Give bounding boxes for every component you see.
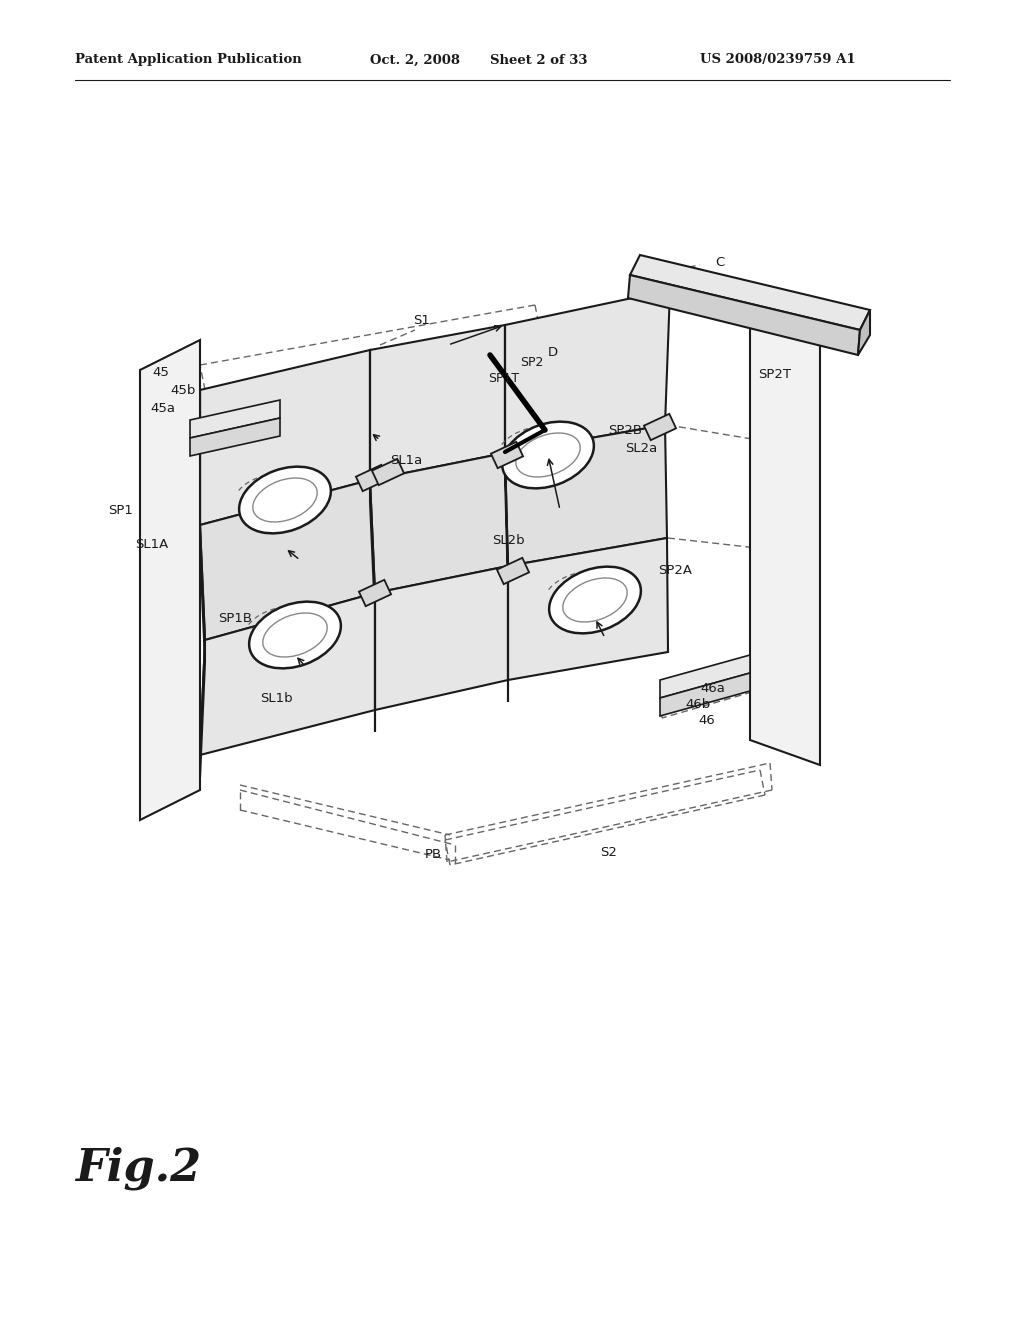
Text: SL1b: SL1b [260, 692, 293, 705]
Polygon shape [490, 442, 523, 469]
Text: SL2a: SL2a [625, 441, 657, 454]
Polygon shape [660, 655, 750, 698]
Text: SP1T: SP1T [488, 371, 519, 384]
Ellipse shape [563, 578, 628, 622]
Polygon shape [375, 566, 508, 710]
Text: 45b: 45b [170, 384, 196, 396]
Ellipse shape [249, 602, 341, 668]
Polygon shape [505, 453, 508, 587]
Text: SP1: SP1 [108, 503, 133, 516]
Ellipse shape [502, 421, 594, 488]
Polygon shape [190, 400, 280, 438]
Polygon shape [644, 414, 676, 440]
Polygon shape [200, 350, 370, 525]
Ellipse shape [549, 566, 641, 634]
Polygon shape [508, 539, 668, 680]
Text: 46a: 46a [700, 681, 725, 694]
Polygon shape [356, 465, 388, 491]
Text: SP2T: SP2T [758, 368, 791, 381]
Polygon shape [140, 341, 200, 820]
Ellipse shape [263, 612, 328, 657]
Text: SP2A: SP2A [658, 564, 692, 577]
Polygon shape [200, 525, 205, 663]
Ellipse shape [240, 467, 331, 533]
Polygon shape [370, 325, 505, 480]
Polygon shape [372, 459, 404, 486]
Polygon shape [858, 310, 870, 355]
Polygon shape [505, 290, 670, 453]
Polygon shape [750, 305, 820, 766]
Polygon shape [200, 640, 205, 777]
Polygon shape [630, 255, 870, 330]
Polygon shape [628, 275, 860, 355]
Text: SL2b: SL2b [492, 533, 524, 546]
Ellipse shape [516, 433, 581, 477]
Polygon shape [370, 480, 375, 615]
Text: 45: 45 [152, 366, 169, 379]
Text: Fig.2: Fig.2 [75, 1146, 201, 1189]
Polygon shape [200, 480, 375, 640]
Polygon shape [190, 418, 280, 455]
Text: SL1a: SL1a [390, 454, 422, 466]
Text: PB: PB [425, 849, 442, 862]
Text: Sheet 2 of 33: Sheet 2 of 33 [490, 54, 588, 66]
Text: 46: 46 [698, 714, 715, 726]
Text: S2: S2 [600, 846, 616, 858]
Text: S1: S1 [413, 314, 430, 326]
Text: Oct. 2, 2008: Oct. 2, 2008 [370, 54, 460, 66]
Text: SP2B: SP2B [608, 424, 642, 437]
Ellipse shape [253, 478, 317, 521]
Polygon shape [497, 558, 529, 585]
Text: Patent Application Publication: Patent Application Publication [75, 54, 302, 66]
Text: SP2: SP2 [520, 356, 544, 370]
Polygon shape [505, 425, 667, 566]
Polygon shape [200, 593, 375, 755]
Text: SP1B: SP1B [218, 611, 252, 624]
Text: C: C [715, 256, 724, 268]
Text: 46b: 46b [685, 698, 711, 711]
Polygon shape [370, 453, 508, 593]
Polygon shape [660, 673, 750, 715]
Text: SL1A: SL1A [135, 539, 168, 552]
Text: US 2008/0239759 A1: US 2008/0239759 A1 [700, 54, 856, 66]
Text: D: D [548, 346, 558, 359]
Polygon shape [359, 579, 391, 606]
Text: 45a: 45a [150, 401, 175, 414]
